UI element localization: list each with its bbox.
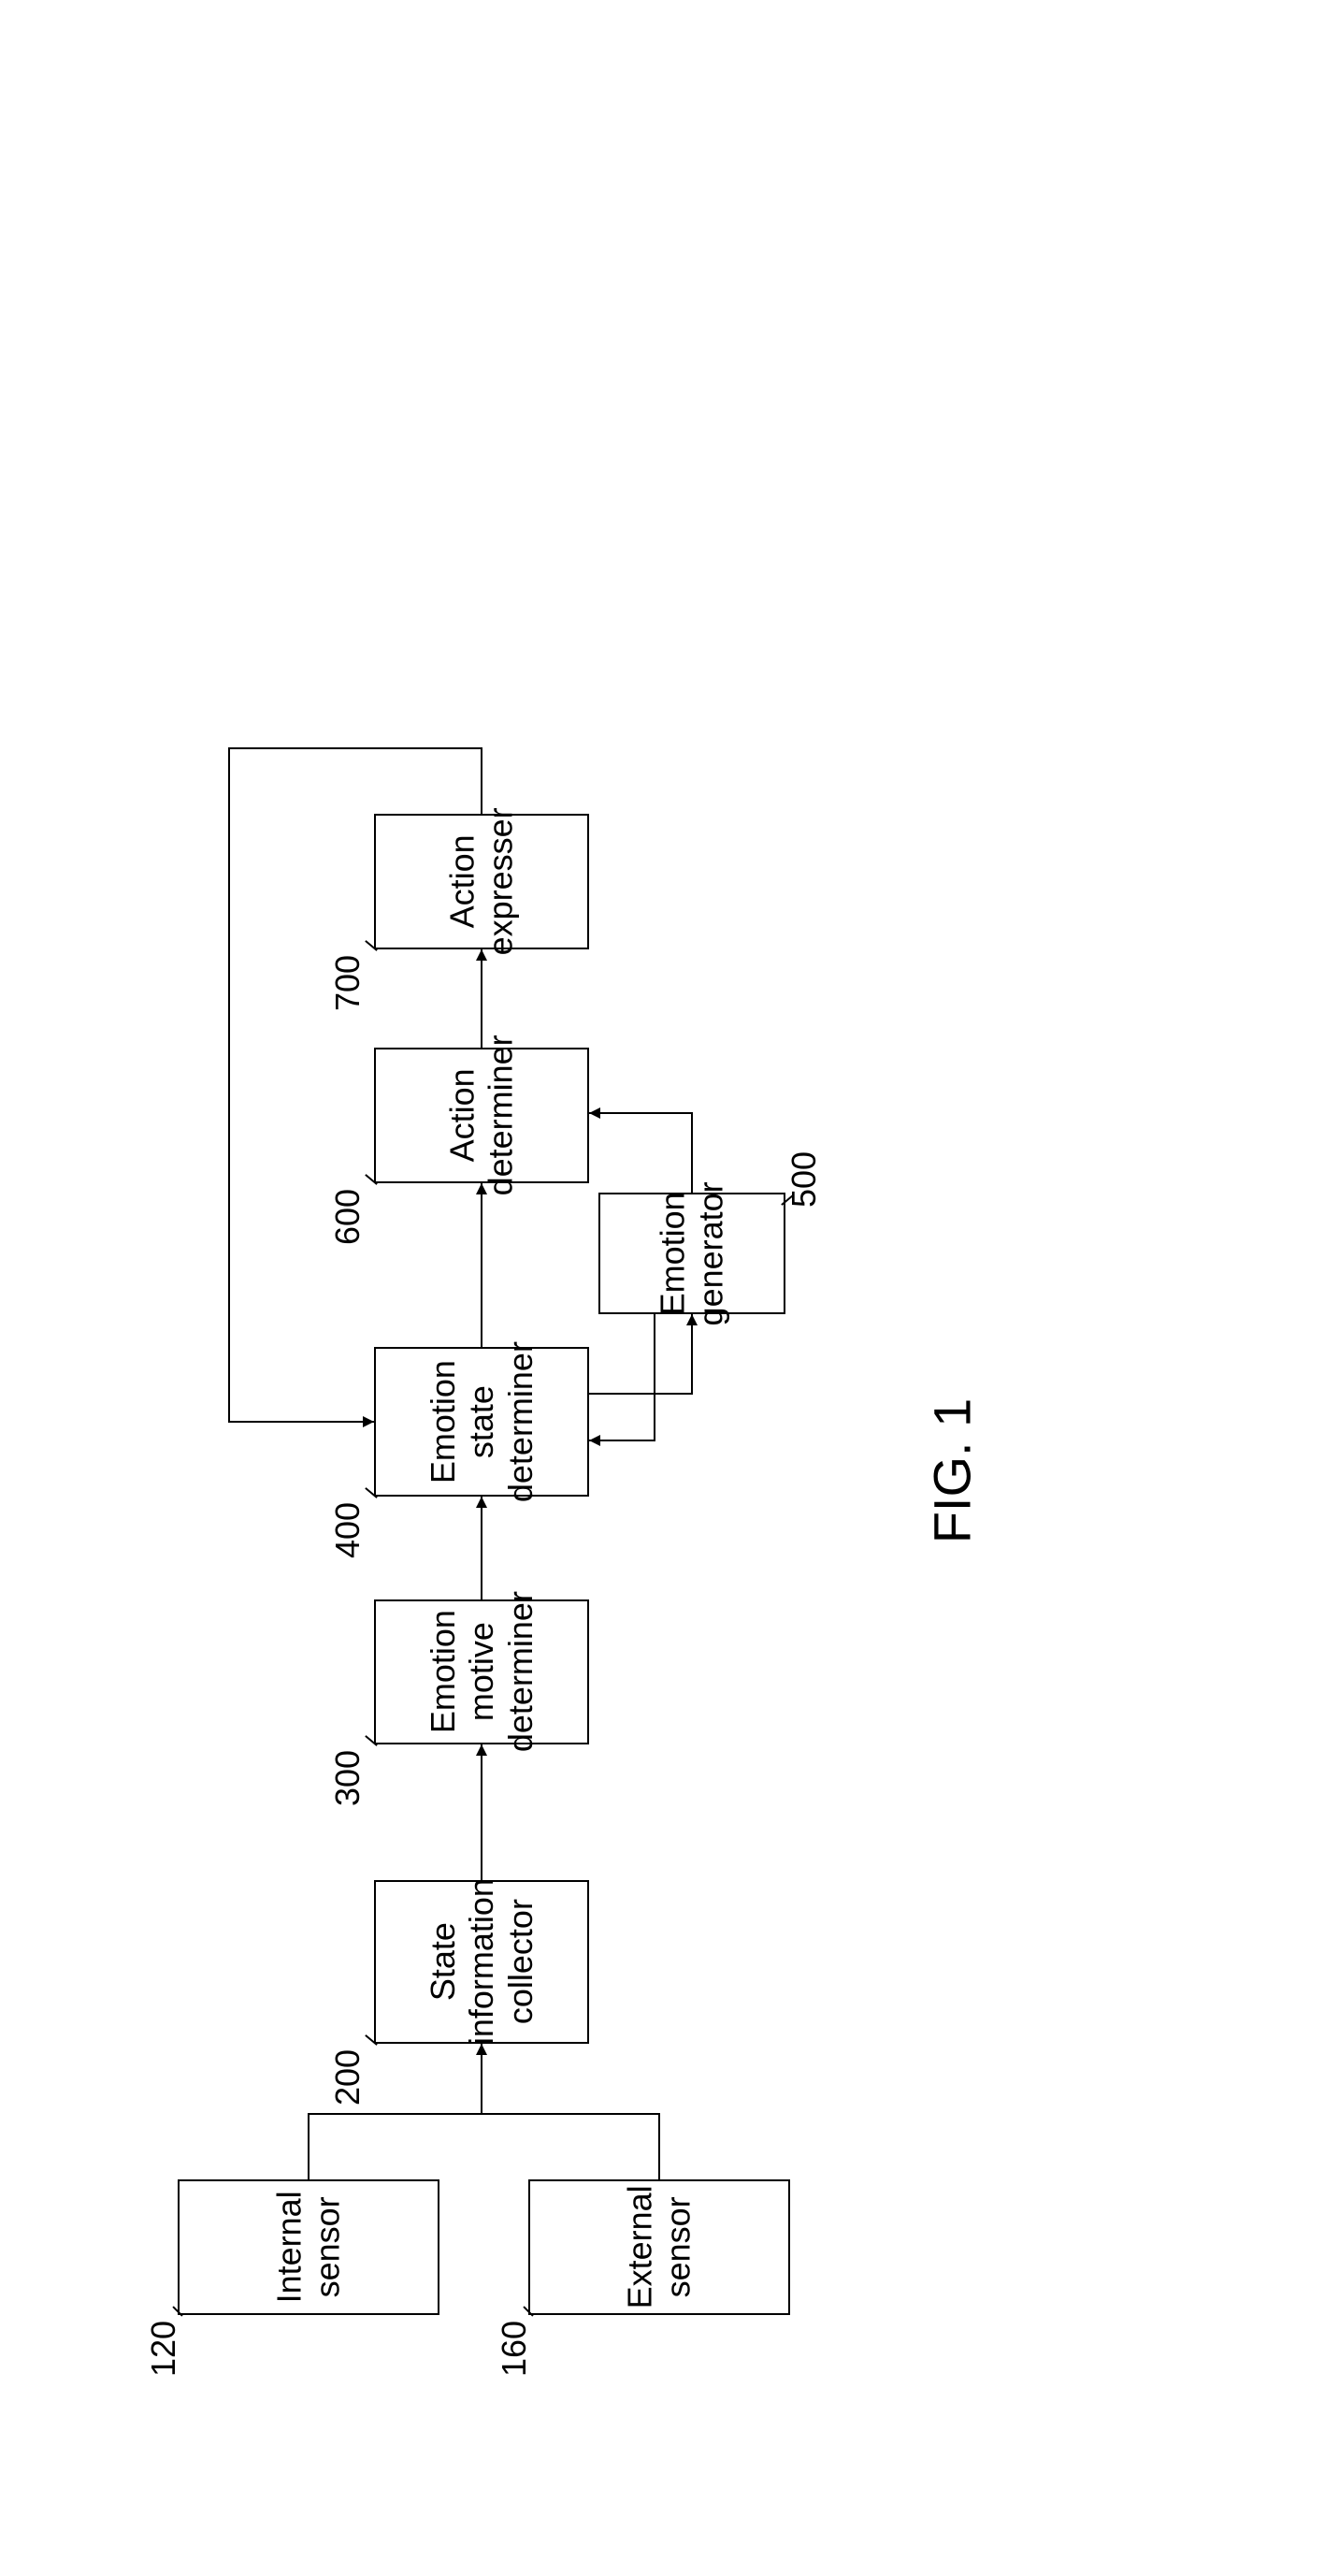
diagram-canvas: FIG. 1 Internal sensor 120 External sens… <box>0 0 1339 2576</box>
ref-external-sensor: 160 <box>495 2321 534 2377</box>
ref-state-determiner-text: 400 <box>328 1502 367 1558</box>
ref-state-collector-text: 200 <box>328 2049 367 2106</box>
node-action-determiner: Action determiner <box>374 1048 589 1183</box>
ref-action-expresser-text: 700 <box>328 955 367 1011</box>
ref-internal-sensor: 120 <box>144 2321 183 2377</box>
edge-internal-to-merge <box>309 2114 482 2179</box>
ref-emotion-generator: 500 <box>785 1151 824 1208</box>
node-action-determiner-label: Action determiner <box>443 1035 521 1195</box>
ref-action-determiner-text: 600 <box>328 1189 367 1245</box>
ref-motive-determiner: 300 <box>328 1750 367 1806</box>
node-motive-determiner-label: Emotion motive determiner <box>424 1591 540 1752</box>
ref-motive-determiner-text: 300 <box>328 1750 367 1806</box>
ref-internal-sensor-text: 120 <box>144 2321 182 2377</box>
ref-state-determiner: 400 <box>328 1502 367 1558</box>
node-internal-sensor: Internal sensor <box>178 2179 439 2315</box>
ref-emotion-generator-text: 500 <box>785 1151 823 1208</box>
ref-external-sensor-text: 160 <box>495 2321 533 2377</box>
edge-emotiongen-to-actiondet <box>589 1113 692 1193</box>
ref-action-determiner: 600 <box>328 1189 367 1245</box>
figure-caption: FIG. 1 <box>921 1398 982 1544</box>
ref-action-expresser: 700 <box>328 955 367 1011</box>
node-action-expresser: Action expresser <box>374 814 589 949</box>
node-internal-sensor-label: Internal sensor <box>270 2191 348 2303</box>
node-state-determiner-label: Emotion state determiner <box>424 1341 540 1502</box>
edge-external-to-merge <box>482 2114 659 2179</box>
node-state-determiner: Emotion state determiner <box>374 1347 589 1497</box>
figure-caption-text: FIG. 1 <box>922 1398 981 1544</box>
node-action-expresser-label: Action expresser <box>443 807 521 955</box>
node-motive-determiner: Emotion motive determiner <box>374 1599 589 1744</box>
edge-emotiongen-to-statedet <box>589 1314 655 1440</box>
edge-statedet-side-to-emotiongen <box>589 1314 692 1394</box>
node-emotion-generator: Emotion generator <box>598 1193 785 1314</box>
node-external-sensor: External sensor <box>528 2179 790 2315</box>
node-emotion-generator-label: Emotion generator <box>654 1181 731 1325</box>
node-state-collector-label: State information collector <box>424 1878 540 2045</box>
ref-state-collector: 200 <box>328 2049 367 2106</box>
node-external-sensor-label: External sensor <box>621 2185 698 2308</box>
node-state-collector: State information collector <box>374 1880 589 2044</box>
